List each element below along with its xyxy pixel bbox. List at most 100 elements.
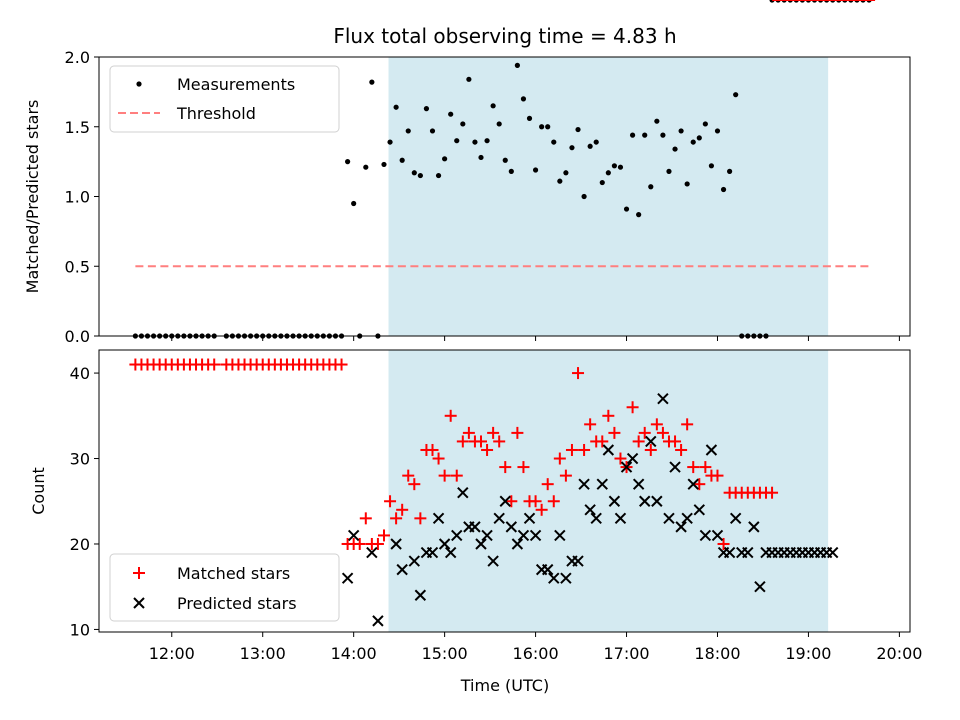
measurement-point xyxy=(399,157,405,163)
measurement-point xyxy=(508,168,514,174)
top-y-ticks: 0.0 0.5 1.0 1.5 2.0 xyxy=(65,48,99,346)
matched-star-point xyxy=(638,426,651,439)
top-legend-box xyxy=(109,65,340,133)
matched-star-point xyxy=(559,469,572,482)
matched-star-point xyxy=(687,461,700,474)
matched-star-point xyxy=(396,503,409,516)
predicted-star-point xyxy=(596,478,608,490)
matched-star-point xyxy=(456,435,469,448)
bottom-marks xyxy=(129,0,876,627)
predicted-star-point xyxy=(748,521,760,533)
x-tick-label: 18:00 xyxy=(694,644,740,663)
predicted-star-point xyxy=(675,521,687,533)
matched-star-point xyxy=(547,495,560,508)
bottom-legend: Matched stars Predicted stars xyxy=(109,553,340,622)
matched-star-point xyxy=(699,461,712,474)
measurement-point xyxy=(369,79,375,85)
matched-star-point xyxy=(656,426,669,439)
measurement-point xyxy=(435,172,442,179)
measurement-point xyxy=(460,121,466,127)
predicted-star-point xyxy=(626,452,639,465)
matched-star-point xyxy=(359,512,372,525)
x-tick-label: 20:00 xyxy=(876,644,922,663)
predicted-star-point xyxy=(372,615,384,627)
x-tick-label: 17:00 xyxy=(603,644,649,663)
measurement-point xyxy=(532,167,539,173)
measurement-point xyxy=(642,132,648,138)
predicted-star-point xyxy=(438,538,451,550)
matched-star-point xyxy=(632,435,645,448)
measurement-point xyxy=(442,156,448,162)
matched-star-point xyxy=(614,452,627,465)
matched-star-point xyxy=(390,512,403,525)
measurement-point xyxy=(648,184,654,190)
measurement-point xyxy=(478,154,484,161)
top-legend: Measurements Threshold xyxy=(109,65,340,133)
matched-star-point xyxy=(529,495,542,508)
x-tick-label: 14:00 xyxy=(331,644,377,663)
predicted-star-point xyxy=(408,555,421,567)
matched-star-point xyxy=(644,443,657,456)
measurement-point xyxy=(423,106,430,112)
matched-star-point xyxy=(505,495,518,508)
legend-marker-matched xyxy=(133,567,145,579)
measurement-point xyxy=(617,164,624,170)
measurement-point xyxy=(569,145,575,151)
predicted-star-point xyxy=(693,504,705,516)
bottom-y-tick-label: 10 xyxy=(70,620,90,639)
predicted-star-point xyxy=(432,512,445,525)
matched-star-point xyxy=(693,478,706,491)
x-axis-label: Time (UTC) xyxy=(460,676,549,695)
predicted-star-point xyxy=(687,478,699,490)
measurement-point xyxy=(539,124,545,130)
measurement-point xyxy=(405,128,411,134)
measurement-point xyxy=(393,104,399,110)
matched-star-point xyxy=(675,443,688,456)
matched-star-point xyxy=(681,418,694,431)
top-y-tick-label: 1.0 xyxy=(65,188,90,207)
legend-label-matched: Matched stars xyxy=(177,564,290,583)
measurement-point xyxy=(520,96,527,102)
predicted-star-point xyxy=(511,538,524,550)
measurement-point xyxy=(720,186,727,193)
predicted-star-point xyxy=(572,555,584,567)
measurement-point xyxy=(696,135,702,141)
bottom-axes-frame xyxy=(98,349,911,633)
legend-label-threshold: Threshold xyxy=(176,104,256,123)
bottom-y-tick-label: 30 xyxy=(70,450,90,469)
predicted-star-point xyxy=(487,555,499,567)
measurement-point xyxy=(672,146,678,152)
matched-star-point xyxy=(511,426,524,439)
x-tick-label: 12:00 xyxy=(149,644,195,663)
predicted-star-point xyxy=(414,589,427,601)
measurement-point xyxy=(563,170,569,176)
measurement-point xyxy=(714,128,721,134)
matched-star-point xyxy=(402,469,415,482)
matched-star-point xyxy=(475,435,488,448)
matched-star-point xyxy=(462,426,475,439)
predicted-star-point xyxy=(541,563,554,576)
matched-star-point xyxy=(596,435,609,448)
predicted-star-point xyxy=(366,546,378,559)
predicted-star-point xyxy=(451,529,463,542)
legend-label-predicted: Predicted stars xyxy=(177,594,297,613)
measurement-point xyxy=(727,168,733,174)
matched-star-point xyxy=(541,478,554,491)
predicted-star-point xyxy=(341,572,354,584)
x-tick-label: 16:00 xyxy=(513,644,559,663)
matched-star-point xyxy=(584,418,597,431)
predicted-star-point xyxy=(529,529,542,542)
bottom-y-tick-label: 40 xyxy=(70,364,90,383)
top-y-axis-label: Matched/Predicted stars xyxy=(23,100,42,294)
bottom-x-ticks: 12:00 13:00 14:00 15:00 16:00 17:00 18:00 19:00… xyxy=(149,632,922,663)
predicted-star-point xyxy=(499,495,511,507)
top-y-tick-label: 0.0 xyxy=(65,327,90,346)
measurement-point xyxy=(411,170,417,176)
predicted-star-point xyxy=(457,487,469,499)
matched-star-point xyxy=(553,452,566,465)
matched-star-point xyxy=(335,358,348,371)
measurement-point xyxy=(490,103,496,109)
matched-star-point xyxy=(608,426,621,439)
measurement-point xyxy=(526,115,533,121)
